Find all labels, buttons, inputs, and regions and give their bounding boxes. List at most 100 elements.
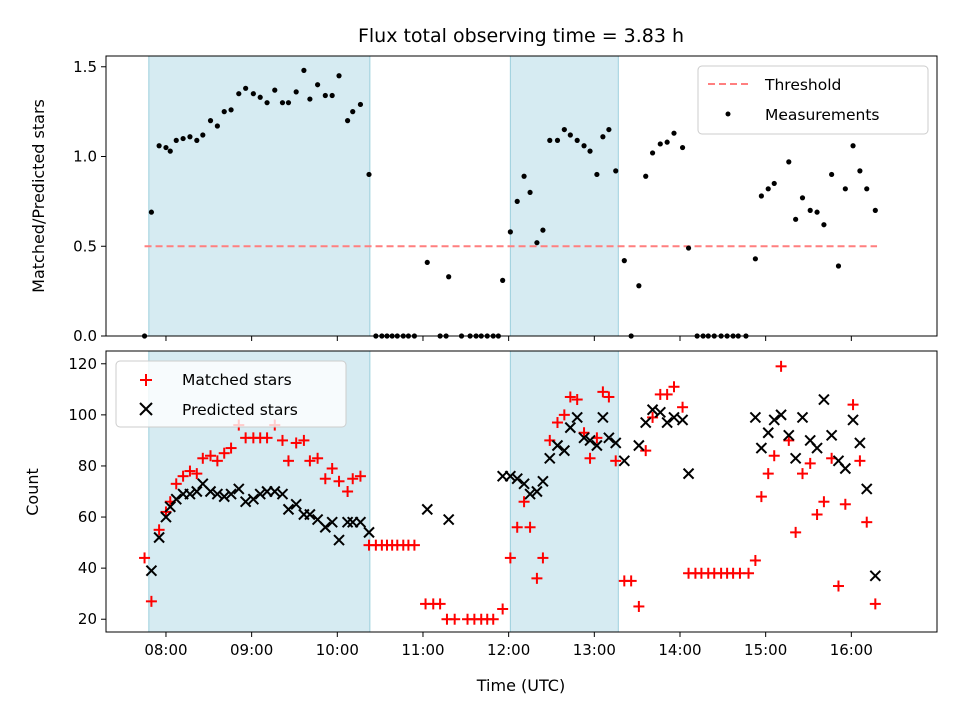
predicted-star-point-53 bbox=[633, 439, 645, 452]
matched-star-point-97 bbox=[811, 508, 823, 520]
predicted-star-point-76 bbox=[854, 437, 866, 449]
predicted-star-point-64 bbox=[768, 414, 780, 426]
measurement-point-18 bbox=[264, 100, 270, 106]
matched-star-point-71 bbox=[633, 600, 645, 612]
predicted-star-point-15 bbox=[247, 493, 260, 505]
measurement-point-14 bbox=[236, 91, 242, 97]
x-tick-label-3: 11:00 bbox=[401, 641, 444, 659]
matched-star-point-92 bbox=[775, 360, 787, 372]
predicted-star-point-68 bbox=[796, 411, 809, 424]
top-y-axis-label: Matched/Predicted stars bbox=[29, 99, 48, 293]
predicted-star-point-44 bbox=[564, 421, 577, 434]
top-y-axis: 0.0 0.5 1.0 1.5 bbox=[73, 58, 106, 345]
x-tick-label-0: 08:00 bbox=[144, 641, 187, 659]
predicted-star-point-57 bbox=[661, 416, 673, 429]
predicted-star-point-60 bbox=[682, 467, 695, 480]
predicted-star-point-71 bbox=[818, 393, 830, 406]
bottom-y-axis-label: Count bbox=[23, 468, 42, 516]
measurement-point-54 bbox=[514, 198, 520, 204]
predicted-star-point-35 bbox=[504, 470, 517, 482]
measurement-point-100 bbox=[829, 171, 835, 178]
x-tick-label-4: 12:00 bbox=[487, 641, 530, 659]
measurement-point-22 bbox=[293, 89, 299, 95]
measurement-point-16 bbox=[250, 91, 256, 97]
matched-star-point-68 bbox=[610, 455, 622, 467]
predicted-star-point-66 bbox=[783, 429, 795, 442]
top-legend: Threshold Measurements bbox=[697, 65, 929, 135]
predicted-star-point-23 bbox=[304, 508, 316, 521]
predicted-star-point-3 bbox=[164, 501, 176, 513]
legend-predicted-label: Predicted stars bbox=[182, 401, 298, 419]
measurement-point-21 bbox=[285, 100, 292, 106]
matched-star-point-9 bbox=[197, 452, 209, 464]
matched-star-point-26 bbox=[319, 473, 331, 485]
predicted-star-point-33 bbox=[442, 513, 455, 526]
predicted-star-point-27 bbox=[333, 534, 345, 546]
matched-star-point-7 bbox=[184, 465, 196, 477]
measurement-point-8 bbox=[194, 137, 200, 143]
top-y-tick-label-0: 0.0 bbox=[73, 327, 97, 345]
matched-star-point-6 bbox=[177, 470, 189, 482]
matched-star-point-70 bbox=[625, 575, 637, 587]
predicted-star-point-0 bbox=[145, 564, 158, 577]
predicted-star-point-10 bbox=[211, 488, 224, 500]
matched-star-point-102 bbox=[847, 399, 859, 411]
predicted-star-point-61 bbox=[749, 411, 762, 424]
predicted-star-point-6 bbox=[184, 488, 196, 500]
predicted-star-point-28 bbox=[341, 516, 354, 528]
matched-star-point-5 bbox=[170, 478, 182, 490]
matched-star-point-13 bbox=[225, 442, 237, 454]
predicted-star-point-52 bbox=[618, 455, 631, 467]
legend-measurements-label: Measurements bbox=[765, 106, 880, 124]
measurement-point-9 bbox=[200, 132, 206, 138]
measurement-point-73 bbox=[643, 173, 649, 179]
matched-star-point-89 bbox=[755, 491, 767, 503]
matched-star-point-21 bbox=[282, 455, 294, 467]
predicted-star-point-30 bbox=[354, 516, 367, 528]
measurement-point-89 bbox=[752, 256, 758, 262]
legend-matched-label: Matched stars bbox=[182, 371, 292, 389]
predicted-star-point-31 bbox=[363, 526, 375, 539]
bottom-plot-frame bbox=[105, 350, 938, 633]
matched-star-point-0 bbox=[139, 552, 151, 564]
predicted-star-point-12 bbox=[225, 488, 237, 500]
predicted-star-point-72 bbox=[825, 429, 838, 442]
measurement-point-25 bbox=[315, 82, 321, 88]
matched-star-point-24 bbox=[304, 455, 316, 467]
predicted-star-point-51 bbox=[610, 437, 622, 449]
matched-star-point-31 bbox=[354, 470, 366, 482]
measurement-point-5 bbox=[173, 137, 179, 143]
measurement-point-63 bbox=[574, 137, 580, 143]
predicted-star-point-38 bbox=[524, 488, 536, 500]
matched-star-point-95 bbox=[796, 468, 808, 480]
matched-star-point-64 bbox=[584, 452, 596, 464]
measurement-point-1 bbox=[148, 209, 155, 215]
predicted-star-point-39 bbox=[531, 485, 543, 498]
matched-star-point-50 bbox=[487, 613, 499, 625]
matched-stars-points bbox=[139, 360, 881, 625]
predicted-star-point-36 bbox=[511, 473, 523, 485]
measurement-point-75 bbox=[657, 141, 663, 147]
matched-star-point-53 bbox=[511, 521, 523, 533]
predicted-star-point-65 bbox=[775, 409, 787, 421]
predicted-star-point-77 bbox=[861, 483, 873, 495]
predicted-star-point-2 bbox=[160, 511, 172, 523]
bottom-y-tick-label-0: 20 bbox=[78, 610, 97, 628]
matched-star-point-22 bbox=[290, 437, 302, 449]
matched-star-point-27 bbox=[326, 463, 338, 475]
matched-star-point-63 bbox=[578, 427, 590, 439]
matched-star-point-76 bbox=[668, 381, 680, 393]
top-legend-box bbox=[697, 65, 929, 135]
measurement-point-64 bbox=[581, 143, 587, 149]
measurement-point-76 bbox=[664, 139, 670, 145]
predicted-star-point-54 bbox=[640, 416, 652, 429]
matched-star-point-18 bbox=[261, 432, 273, 444]
matched-star-point-60 bbox=[558, 409, 570, 421]
matched-star-point-94 bbox=[790, 526, 802, 538]
predicted-star-point-4 bbox=[170, 493, 182, 505]
predicted-star-point-62 bbox=[755, 442, 768, 454]
measurement-points bbox=[141, 67, 878, 339]
bottom-y-axis: 20 40 60 80 100 120 bbox=[68, 355, 106, 628]
legend-predicted-swatch bbox=[139, 402, 153, 416]
